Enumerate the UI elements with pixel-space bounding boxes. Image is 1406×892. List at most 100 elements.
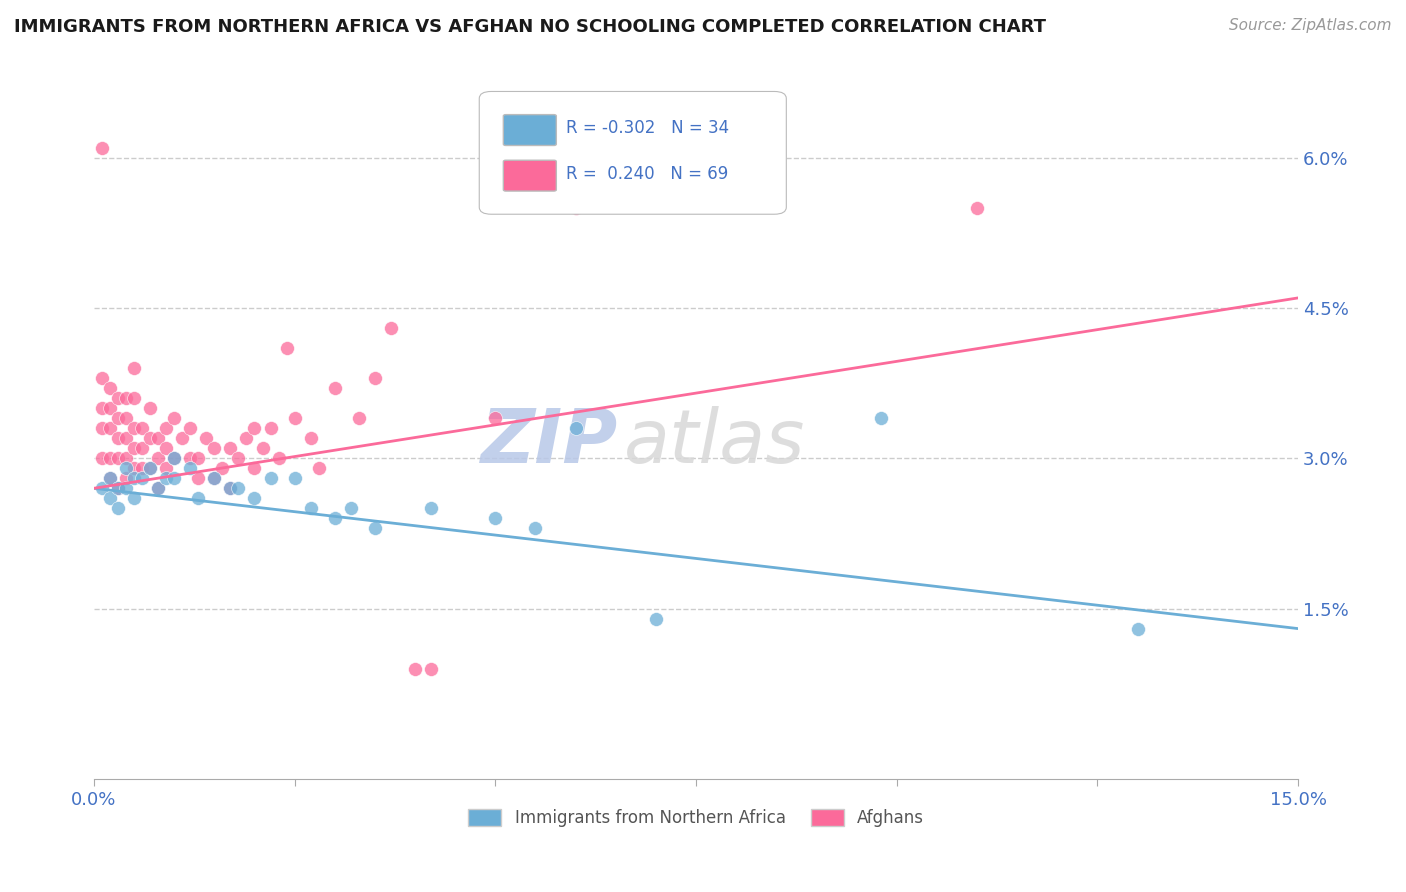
- Point: [179, 461, 201, 475]
- Legend: Immigrants from Northern Africa, Afghans: Immigrants from Northern Africa, Afghans: [461, 802, 931, 834]
- Point: [115, 451, 138, 466]
- Point: [91, 371, 114, 385]
- Point: [146, 431, 169, 445]
- Point: [267, 451, 290, 466]
- Point: [98, 421, 121, 435]
- Point: [115, 411, 138, 425]
- Point: [211, 461, 233, 475]
- Text: IMMIGRANTS FROM NORTHERN AFRICA VS AFGHAN NO SCHOOLING COMPLETED CORRELATION CHA: IMMIGRANTS FROM NORTHERN AFRICA VS AFGHA…: [14, 18, 1046, 36]
- Text: Source: ZipAtlas.com: Source: ZipAtlas.com: [1229, 18, 1392, 33]
- Text: atlas: atlas: [624, 406, 806, 478]
- Point: [484, 411, 506, 425]
- Point: [139, 401, 162, 416]
- Point: [91, 140, 114, 154]
- Text: ZIP: ZIP: [481, 406, 617, 479]
- Point: [107, 431, 129, 445]
- Point: [122, 471, 145, 485]
- Point: [966, 201, 988, 215]
- FancyBboxPatch shape: [503, 114, 557, 145]
- Point: [122, 421, 145, 435]
- Point: [91, 401, 114, 416]
- Point: [155, 441, 177, 455]
- Point: [122, 461, 145, 475]
- Point: [364, 521, 387, 535]
- Point: [98, 381, 121, 395]
- Point: [564, 201, 586, 215]
- Point: [98, 451, 121, 466]
- Point: [299, 501, 322, 516]
- Point: [115, 481, 138, 495]
- Point: [172, 431, 194, 445]
- Point: [107, 411, 129, 425]
- Text: R = -0.302   N = 34: R = -0.302 N = 34: [567, 119, 730, 137]
- Point: [524, 521, 547, 535]
- Point: [107, 481, 129, 495]
- Point: [187, 471, 209, 485]
- Point: [115, 461, 138, 475]
- Point: [219, 481, 242, 495]
- Point: [420, 662, 443, 676]
- Point: [380, 321, 402, 335]
- Point: [420, 501, 443, 516]
- Point: [155, 461, 177, 475]
- Point: [122, 361, 145, 376]
- Point: [228, 451, 250, 466]
- Point: [139, 431, 162, 445]
- Point: [284, 471, 307, 485]
- Text: R =  0.240   N = 69: R = 0.240 N = 69: [567, 165, 728, 183]
- Point: [163, 451, 186, 466]
- Point: [219, 481, 242, 495]
- Point: [115, 391, 138, 405]
- Point: [179, 451, 201, 466]
- Point: [115, 471, 138, 485]
- Point: [243, 491, 266, 506]
- Point: [404, 662, 426, 676]
- Point: [107, 391, 129, 405]
- Point: [484, 511, 506, 525]
- Point: [259, 421, 281, 435]
- Point: [235, 431, 257, 445]
- Point: [202, 441, 225, 455]
- Point: [340, 501, 363, 516]
- Point: [131, 471, 153, 485]
- Point: [146, 481, 169, 495]
- Point: [243, 421, 266, 435]
- Point: [98, 471, 121, 485]
- Point: [139, 461, 162, 475]
- Point: [364, 371, 387, 385]
- Point: [91, 481, 114, 495]
- Point: [1126, 622, 1149, 636]
- FancyBboxPatch shape: [479, 92, 786, 214]
- Point: [252, 441, 274, 455]
- Point: [91, 451, 114, 466]
- Point: [202, 471, 225, 485]
- Point: [276, 341, 298, 355]
- Point: [91, 421, 114, 435]
- Point: [323, 381, 346, 395]
- Point: [122, 391, 145, 405]
- Point: [644, 611, 666, 625]
- Point: [131, 461, 153, 475]
- Point: [243, 461, 266, 475]
- Point: [122, 441, 145, 455]
- Point: [139, 461, 162, 475]
- Point: [163, 471, 186, 485]
- Point: [131, 441, 153, 455]
- Point: [179, 421, 201, 435]
- Point: [259, 471, 281, 485]
- Point: [323, 511, 346, 525]
- Point: [155, 471, 177, 485]
- Point: [155, 421, 177, 435]
- Point: [347, 411, 370, 425]
- Point: [131, 421, 153, 435]
- Point: [299, 431, 322, 445]
- Point: [107, 501, 129, 516]
- Point: [98, 491, 121, 506]
- Point: [187, 451, 209, 466]
- Point: [146, 481, 169, 495]
- Point: [195, 431, 218, 445]
- Point: [869, 411, 891, 425]
- Point: [219, 441, 242, 455]
- Point: [107, 481, 129, 495]
- Point: [107, 451, 129, 466]
